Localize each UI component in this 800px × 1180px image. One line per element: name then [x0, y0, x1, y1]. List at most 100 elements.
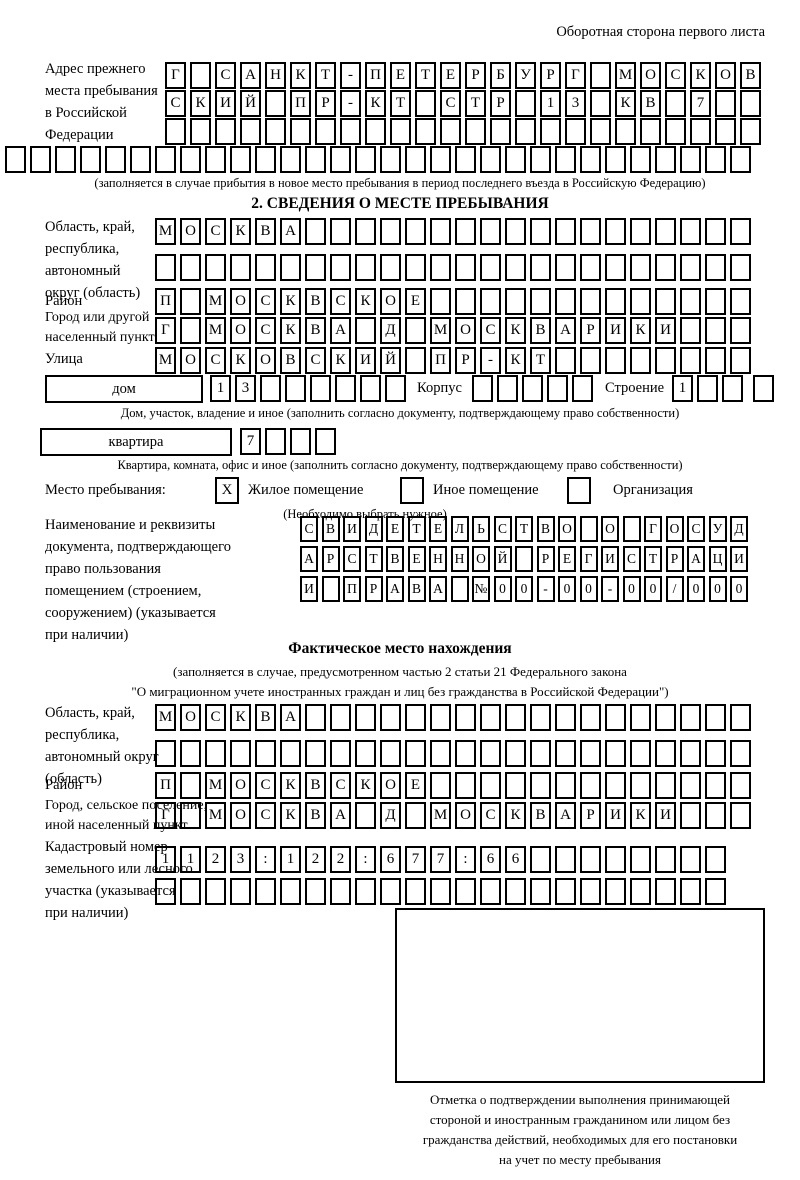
char-cell[interactable]: [415, 118, 436, 145]
char-cell[interactable]: О: [230, 772, 251, 799]
char-cell[interactable]: Р: [465, 62, 486, 89]
char-cell[interactable]: Й: [240, 90, 261, 117]
char-cell[interactable]: [450, 576, 469, 602]
char-cell[interactable]: И: [605, 317, 626, 344]
char-cell[interactable]: [580, 347, 601, 374]
char-cell[interactable]: Т: [530, 347, 551, 374]
char-cell[interactable]: 1: [180, 846, 201, 873]
char-cell[interactable]: [180, 146, 201, 173]
char-cell[interactable]: [305, 704, 326, 731]
char-cell[interactable]: [680, 288, 701, 315]
char-cell[interactable]: Р: [580, 317, 601, 344]
char-cell[interactable]: [230, 740, 251, 767]
char-cell[interactable]: -: [601, 576, 619, 602]
char-cell[interactable]: К: [190, 90, 211, 117]
char-cell[interactable]: [555, 347, 576, 374]
char-cell[interactable]: Р: [665, 546, 684, 572]
char-cell[interactable]: М: [430, 802, 451, 829]
char-cell[interactable]: Е: [390, 62, 411, 89]
char-cell[interactable]: В: [305, 317, 326, 344]
char-cell[interactable]: [530, 218, 551, 245]
char-cell[interactable]: [230, 146, 251, 173]
char-cell[interactable]: С: [480, 317, 501, 344]
char-cell[interactable]: С: [330, 288, 351, 315]
char-cell[interactable]: [355, 740, 376, 767]
char-cell[interactable]: [655, 146, 676, 173]
char-cell[interactable]: :: [255, 846, 276, 873]
char-cell[interactable]: [630, 878, 651, 905]
char-cell[interactable]: Р: [540, 62, 561, 89]
char-cell[interactable]: [580, 772, 601, 799]
char-cell[interactable]: П: [365, 62, 386, 89]
char-cell[interactable]: 0: [515, 576, 533, 602]
char-cell[interactable]: 3: [230, 846, 251, 873]
char-cell[interactable]: [705, 802, 726, 829]
char-cell[interactable]: 2: [305, 846, 326, 873]
char-cell[interactable]: [405, 347, 426, 374]
char-cell[interactable]: М: [615, 62, 636, 89]
char-cell[interactable]: [655, 254, 676, 281]
char-cell[interactable]: [705, 288, 726, 315]
char-cell[interactable]: [355, 146, 376, 173]
char-cell[interactable]: А: [330, 802, 351, 829]
char-cell[interactable]: [430, 288, 451, 315]
char-cell[interactable]: :: [355, 846, 376, 873]
char-cell[interactable]: [430, 772, 451, 799]
char-cell[interactable]: Д: [380, 802, 401, 829]
char-cell[interactable]: [722, 375, 743, 402]
char-cell[interactable]: Т: [515, 516, 533, 542]
char-cell[interactable]: [605, 704, 626, 731]
char-cell[interactable]: [405, 740, 426, 767]
char-cell[interactable]: [730, 802, 751, 829]
char-cell[interactable]: О: [601, 516, 619, 542]
char-cell[interactable]: Т: [407, 516, 426, 542]
char-cell[interactable]: К: [280, 288, 301, 315]
char-cell[interactable]: [215, 118, 236, 145]
char-cell[interactable]: 0: [558, 576, 576, 602]
char-cell[interactable]: 2: [330, 846, 351, 873]
char-cell[interactable]: С: [330, 772, 351, 799]
char-cell[interactable]: И: [300, 576, 318, 602]
char-cell[interactable]: [155, 146, 176, 173]
char-cell[interactable]: И: [601, 546, 619, 572]
char-cell[interactable]: Е: [429, 516, 447, 542]
char-cell[interactable]: А: [280, 218, 301, 245]
char-cell[interactable]: В: [305, 288, 326, 315]
char-cell[interactable]: К: [330, 347, 351, 374]
char-cell[interactable]: 6: [505, 846, 526, 873]
char-cell[interactable]: Г: [165, 62, 186, 89]
char-cell[interactable]: В: [640, 90, 661, 117]
char-cell[interactable]: В: [740, 62, 761, 89]
char-cell[interactable]: [180, 288, 201, 315]
char-cell[interactable]: [380, 878, 401, 905]
char-cell[interactable]: [580, 878, 601, 905]
char-cell[interactable]: [355, 802, 376, 829]
char-cell[interactable]: [190, 118, 211, 145]
char-cell[interactable]: [155, 740, 176, 767]
char-cell[interactable]: [715, 118, 736, 145]
char-cell[interactable]: [505, 704, 526, 731]
char-cell[interactable]: 2: [205, 846, 226, 873]
char-cell[interactable]: Й: [493, 546, 512, 572]
char-cell[interactable]: 6: [480, 846, 501, 873]
char-cell[interactable]: О: [230, 802, 251, 829]
char-cell[interactable]: 0: [730, 576, 748, 602]
char-cell[interactable]: [330, 146, 351, 173]
char-cell[interactable]: [497, 375, 518, 402]
char-cell[interactable]: [505, 288, 526, 315]
char-cell[interactable]: [680, 772, 701, 799]
char-cell[interactable]: [730, 218, 751, 245]
char-cell[interactable]: С: [205, 218, 226, 245]
char-cell[interactable]: [365, 118, 386, 145]
char-cell[interactable]: [730, 704, 751, 731]
char-cell[interactable]: [680, 218, 701, 245]
char-cell[interactable]: М: [205, 802, 226, 829]
char-cell[interactable]: В: [305, 772, 326, 799]
char-cell[interactable]: [655, 878, 676, 905]
char-cell[interactable]: 0: [579, 576, 598, 602]
char-cell[interactable]: [280, 740, 301, 767]
char-cell[interactable]: [415, 90, 436, 117]
char-cell[interactable]: [315, 428, 336, 455]
char-cell[interactable]: Е: [407, 546, 426, 572]
char-cell[interactable]: М: [205, 317, 226, 344]
